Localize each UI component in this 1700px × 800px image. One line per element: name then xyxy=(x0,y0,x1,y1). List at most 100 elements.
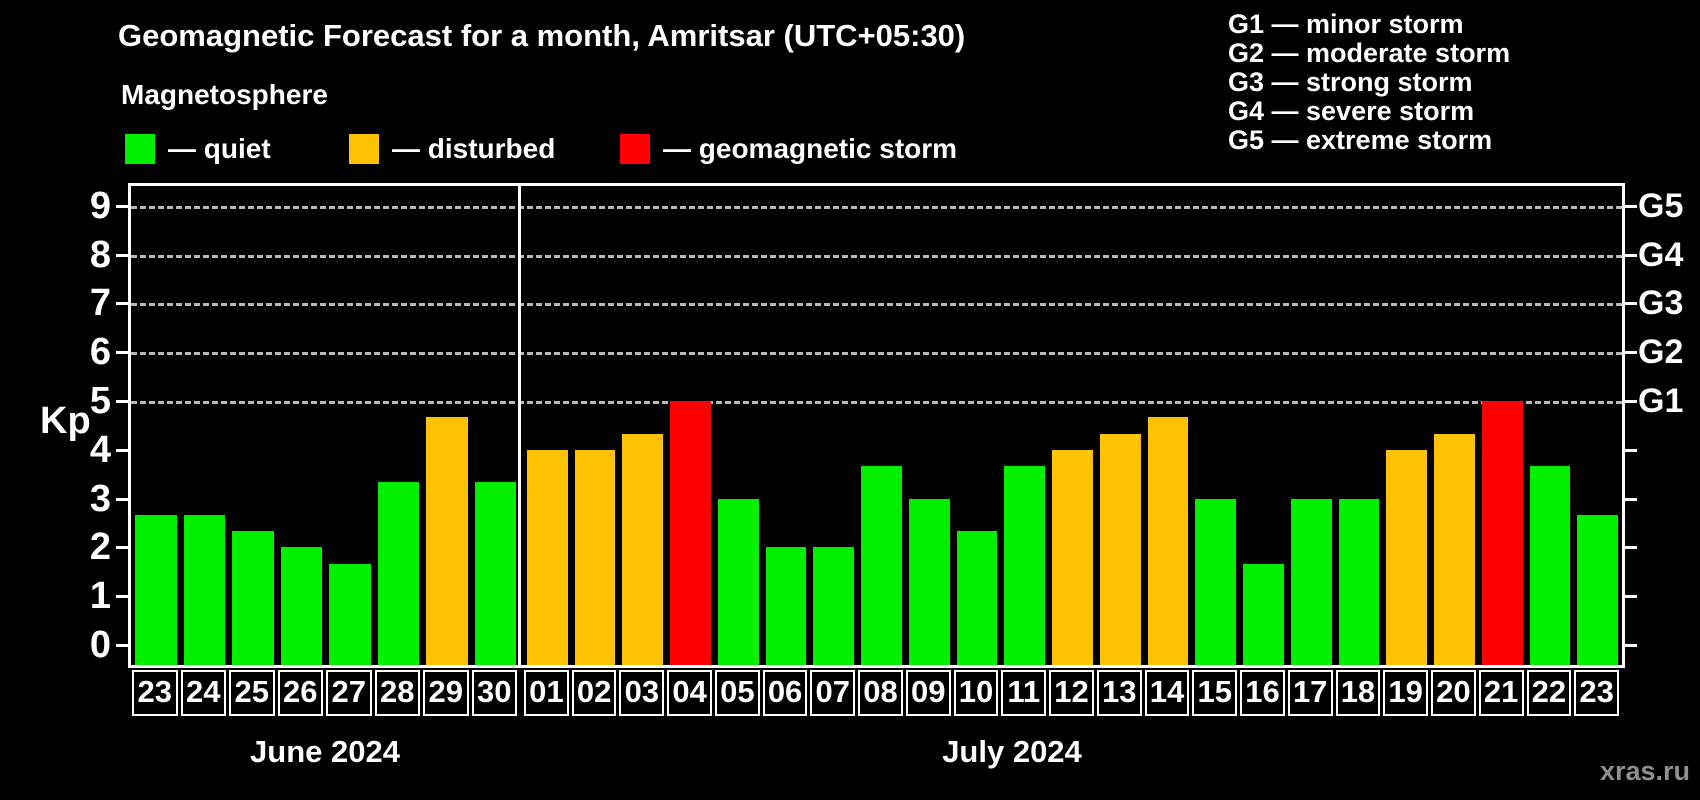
day-label-box: 21 xyxy=(1478,670,1524,716)
y-tick-right-9 xyxy=(1625,204,1637,208)
kp-bar-day-14 xyxy=(1147,417,1189,665)
kp-bar-chart-plot: 0 1 2 3 4 5 6 7 8 9 G1 G2 G3 G4 G5 xyxy=(90,183,1684,668)
day-label-box: 08 xyxy=(858,670,903,716)
g2-legend-row: G2 — moderate storm xyxy=(1228,38,1511,68)
kp-bar-day-19 xyxy=(1386,449,1428,665)
y-tick-left-2 xyxy=(116,546,128,550)
g3-legend-row: G3 — strong storm xyxy=(1228,67,1473,97)
kp-bar-day-08 xyxy=(861,465,902,665)
gridline-kp8 xyxy=(131,254,1622,258)
kp-bar-day-04 xyxy=(670,401,711,665)
kp-bar-day-20 xyxy=(1434,433,1475,665)
disturbed-color-swatch xyxy=(349,134,379,164)
kp-bar-day-23 xyxy=(135,514,177,665)
subtitle-magnetosphere: Magnetosphere xyxy=(121,79,328,110)
gridline-kp7 xyxy=(131,303,1622,307)
day-label-box: 29 xyxy=(423,670,469,716)
kp-bar-day-25 xyxy=(232,531,274,665)
xras-watermark: xras.ru xyxy=(1599,756,1690,786)
day-label-box: 19 xyxy=(1383,670,1429,716)
y-tick-left-4 xyxy=(116,448,128,452)
kp-bar-day-24 xyxy=(183,514,225,665)
day-label-box: 20 xyxy=(1431,670,1476,716)
kp-bar-day-12 xyxy=(1052,449,1093,665)
kp-bar-day-28 xyxy=(377,482,419,665)
day-label-box: 15 xyxy=(1192,670,1238,716)
day-label-box: 14 xyxy=(1144,670,1190,716)
day-label-box: 02 xyxy=(571,670,617,716)
storm-color-swatch xyxy=(620,134,650,164)
y-tick-left-8 xyxy=(116,253,128,257)
y-tick-right-4 xyxy=(1625,448,1637,452)
kp-bar-day-02 xyxy=(574,449,616,665)
day-label-box: 25 xyxy=(229,670,275,716)
y-tick-right-0 xyxy=(1625,644,1637,647)
kp-bar-day-11 xyxy=(1004,465,1046,665)
kp-bar-day-21 xyxy=(1481,401,1523,665)
day-label-box: 11 xyxy=(1001,670,1047,716)
kp-bar-day-07 xyxy=(813,547,855,665)
y-tick-right-6 xyxy=(1625,351,1637,355)
y-axis-number-5: 5 xyxy=(89,380,111,422)
y-tick-left-6 xyxy=(116,351,128,355)
y-tick-left-1 xyxy=(116,595,128,599)
gridline-kp9 xyxy=(131,205,1622,209)
y-tick-left-7 xyxy=(116,302,128,306)
legend-item-quiet: — quiet xyxy=(125,133,271,165)
day-label-box: 28 xyxy=(374,670,420,716)
day-label-box: 18 xyxy=(1335,670,1381,716)
day-label-box: 06 xyxy=(762,670,808,716)
month-label-june: June 2024 xyxy=(250,734,400,769)
g-scale-legend: G1 — minor storm G2 — moderate storm G3 … xyxy=(1228,10,1510,155)
gridline-kp6 xyxy=(131,352,1622,356)
y-tick-right-7 xyxy=(1625,302,1637,306)
day-label-box: 13 xyxy=(1096,670,1142,716)
g-axis-label-g5: G5 xyxy=(1638,186,1684,225)
day-label-box: 22 xyxy=(1526,670,1572,716)
kp-bar-day-15 xyxy=(1195,498,1237,665)
g-axis-label-g1: G1 xyxy=(1638,382,1684,420)
y-tick-right-3 xyxy=(1625,497,1637,501)
day-label-box: 07 xyxy=(810,670,856,716)
y-tick-left-5 xyxy=(116,400,128,403)
legend-label: — quiet xyxy=(168,133,271,164)
kp-bar-day-13 xyxy=(1099,433,1141,665)
y-axis-number-3: 3 xyxy=(89,477,111,520)
day-label-box: 05 xyxy=(714,670,760,716)
month-divider-line xyxy=(518,186,521,665)
day-label-box: 23 xyxy=(132,670,178,716)
day-label-box: 04 xyxy=(667,670,712,716)
day-label-box: 16 xyxy=(1240,670,1285,716)
legend-label: — disturbed xyxy=(392,133,556,164)
y-tick-left-9 xyxy=(116,204,128,208)
g-axis-label-g4: G4 xyxy=(1638,235,1684,274)
kp-bar-day-10 xyxy=(956,531,998,665)
y-tick-right-5 xyxy=(1625,400,1637,403)
legend-item-storm: — geomagnetic storm xyxy=(620,133,957,165)
kp-bar-day-27 xyxy=(329,563,371,665)
quiet-color-swatch xyxy=(125,134,155,164)
day-label-box: 17 xyxy=(1287,670,1333,716)
kp-bar-day-03 xyxy=(622,433,664,665)
kp-bar-day-09 xyxy=(908,498,950,665)
day-label-box: 12 xyxy=(1049,670,1094,716)
g1-legend-row: G1 — minor storm xyxy=(1228,9,1464,39)
y-tick-right-1 xyxy=(1625,595,1637,599)
g4-legend-row: G4 — severe storm xyxy=(1228,96,1475,126)
g-axis-label-g2: G2 xyxy=(1638,333,1684,372)
y-tick-right-2 xyxy=(1625,546,1637,550)
g5-legend-row: G5 — extreme storm xyxy=(1228,125,1493,155)
kp-bar-day-17 xyxy=(1290,498,1332,665)
day-label-box: 30 xyxy=(471,670,517,716)
y-tick-left-0 xyxy=(116,644,128,647)
y-axis-number-9: 9 xyxy=(89,184,111,227)
legend-item-disturbed: — disturbed xyxy=(349,133,555,165)
kp-bar-day-22 xyxy=(1529,465,1571,665)
y-tick-left-3 xyxy=(116,497,128,501)
y-axis-label-kp: Kp xyxy=(40,400,91,442)
plot-area: 0 1 2 3 4 5 6 7 8 9 G1 G2 G3 G4 G5 xyxy=(90,185,1684,666)
day-label-box: 26 xyxy=(277,670,323,716)
kp-bar-day-18 xyxy=(1338,498,1380,665)
g-axis-label-g3: G3 xyxy=(1638,284,1684,323)
